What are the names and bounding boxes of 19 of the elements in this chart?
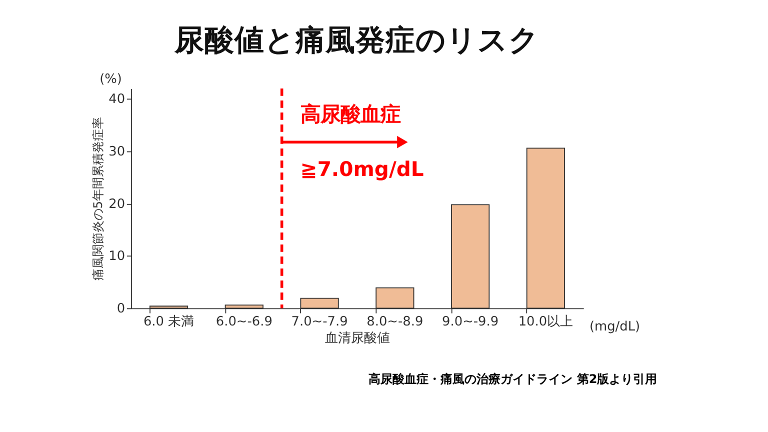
x-tick-label: 8.0~-8.9 [366, 314, 424, 330]
x-tick-label: 10.0以上 [518, 314, 574, 330]
annotation: ≧7.0mg/dL [300, 157, 424, 182]
y-tick-label: 40 [108, 92, 126, 108]
y-axis-title: 痛風関節炎の5年間累積発症率 [91, 117, 106, 281]
chart-title: 尿酸値と痛風発症のリスク [174, 22, 540, 57]
text: (mg/dL) [589, 319, 640, 334]
x-axis-title: 血清尿酸値 [325, 330, 390, 346]
x-tick-label: 6.0~-6.9 [216, 314, 272, 330]
text: 高尿酸血症・痛風の治療ガイドライン 第2版より引用 [368, 372, 658, 386]
text: (%) [100, 72, 122, 87]
y-tick-label: 10 [108, 249, 126, 264]
x-tick-label: 7.0~-7.9 [291, 314, 348, 330]
y-tick-label: 0 [116, 301, 126, 316]
y-tick-label: 20 [108, 196, 126, 212]
x-tick-label: 6.0 未満 [143, 314, 194, 330]
y-tick-label: 30 [108, 144, 126, 160]
x-tick-label: 9.0~-9.9 [442, 314, 499, 330]
ref-line-label: 高尿酸血症 [300, 102, 400, 126]
